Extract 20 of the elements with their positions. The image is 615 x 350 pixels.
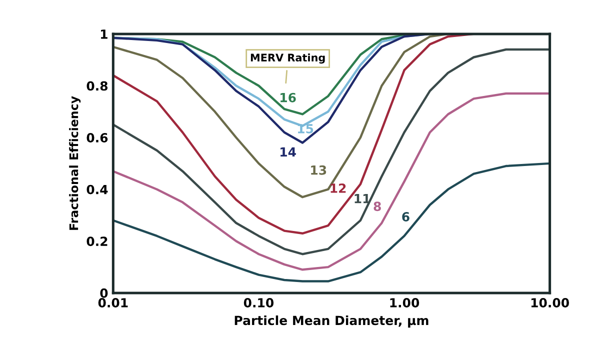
x-tick-label: 10.00 [531, 298, 569, 308]
series-label: 16 [280, 92, 296, 102]
annotation: MERV Rating [250, 53, 325, 64]
series-label: 6 [402, 212, 410, 222]
x-tick-label: 1.00 [390, 298, 420, 308]
series-label: 13 [311, 165, 326, 175]
y-tick-label: 0 [100, 288, 108, 298]
series-label: 14 [280, 147, 296, 157]
x-axis-title: Particle Mean Diameter, µm [234, 315, 428, 328]
x-tick-label: 0.01 [98, 298, 128, 308]
y-tick-label: 1 [101, 30, 108, 39]
series-label: 12 [330, 184, 346, 193]
y-tick-label: 0.6 [86, 133, 108, 142]
y-tick-label: 0.4 [86, 184, 108, 194]
series-label: 8 [374, 202, 381, 212]
series-label: 11 [354, 194, 370, 204]
y-axis-title: Fractional Efficiency [69, 96, 81, 230]
x-tick-label: 0.10 [244, 298, 274, 308]
y-tick-label: 0.8 [86, 81, 108, 91]
y-tick-label: 0.2 [86, 236, 108, 246]
